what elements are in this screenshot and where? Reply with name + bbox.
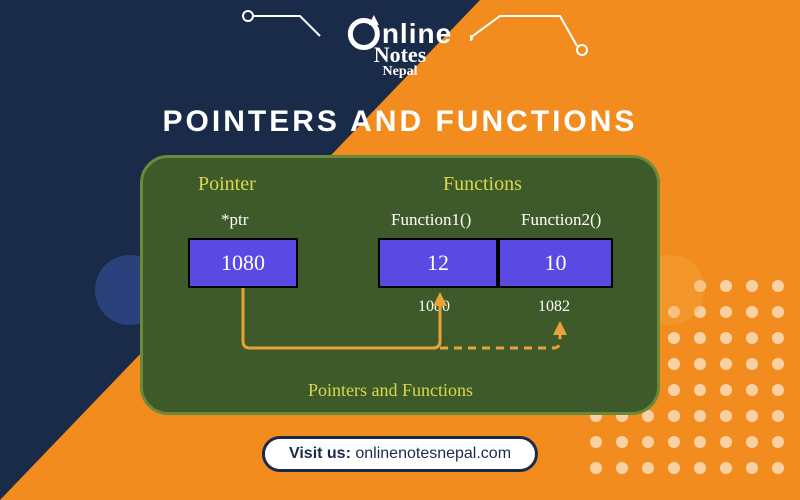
ptr-label: *ptr xyxy=(221,210,248,230)
fn2-box: 10 xyxy=(498,238,613,288)
page-title: POINTERS AND FUNCTIONS xyxy=(163,105,638,139)
logo-o-icon xyxy=(348,18,380,50)
visit-label: Visit us: xyxy=(289,445,351,462)
visit-url: onlinenotesnepal.com xyxy=(355,445,511,462)
diagram-caption: Pointers and Functions xyxy=(308,380,473,401)
fn2-addr: 1082 xyxy=(538,298,570,316)
heading-pointer: Pointer xyxy=(198,173,256,196)
fn1-box: 12 xyxy=(378,238,498,288)
ptr-value: 1080 xyxy=(221,250,265,276)
logo: nline Notes Nepal xyxy=(348,18,452,80)
circuit-decoration-right xyxy=(470,8,590,58)
logo-text-3: Nepal xyxy=(348,64,452,80)
circuit-decoration-left xyxy=(240,8,340,48)
fn1-label: Function1() xyxy=(391,210,471,230)
fn2-label: Function2() xyxy=(521,210,601,230)
fn2-value: 10 xyxy=(545,250,567,276)
fn1-value: 12 xyxy=(427,250,449,276)
diagram-panel: Pointer Functions *ptr Function1() Funct… xyxy=(140,155,660,415)
arrow-dashed xyxy=(438,318,578,366)
visit-pill[interactable]: Visit us: onlinenotesnepal.com xyxy=(262,436,538,472)
ptr-box: 1080 xyxy=(188,238,298,288)
arrow-solid xyxy=(238,286,458,366)
heading-functions: Functions xyxy=(443,173,522,196)
